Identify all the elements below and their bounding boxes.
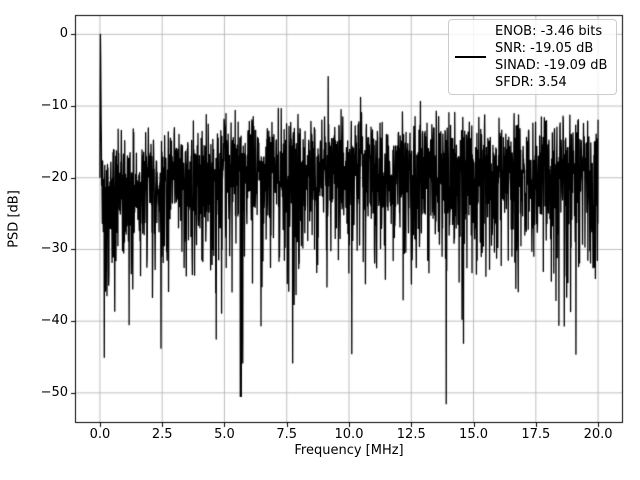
y-tick-label: −10 (40, 98, 68, 114)
legend: ENOB: -3.46 bits SNR: -19.05 dB SINAD: -… (448, 19, 617, 95)
x-tick-label: 12.5 (396, 427, 426, 442)
x-tick-label: 17.5 (521, 427, 551, 442)
y-tick-label: −20 (40, 169, 68, 185)
legend-line-sample-icon (455, 55, 486, 59)
x-tick-label: 2.5 (151, 427, 173, 442)
x-tick-label: 10.0 (334, 427, 364, 442)
legend-enob-value: ENOB: -3.46 bits (495, 24, 603, 39)
y-tick-label: −40 (40, 313, 68, 329)
legend-sinad-value: SINAD: -19.09 dB (495, 58, 608, 73)
x-tick-label: 0.0 (89, 427, 111, 442)
x-tick-label: 7.5 (276, 427, 298, 442)
x-tick-label: 20.0 (583, 427, 613, 442)
y-tick-label: −50 (40, 384, 68, 400)
legend-label-block: ENOB: -3.46 bits SNR: -19.05 dB SINAD: -… (495, 23, 607, 91)
x-axis-label: Frequency [MHz] (294, 443, 404, 458)
legend-sfdr-value: SFDR: 3.54 (495, 75, 567, 90)
y-tick-label: −30 (40, 241, 68, 257)
y-axis-label: PSD [dB] (6, 190, 22, 248)
x-tick-label: 5.0 (214, 427, 235, 442)
legend-snr-value: SNR: -19.05 dB (495, 41, 594, 56)
x-tick-label: 15.0 (459, 427, 488, 442)
y-tick-label: 0 (59, 26, 68, 42)
